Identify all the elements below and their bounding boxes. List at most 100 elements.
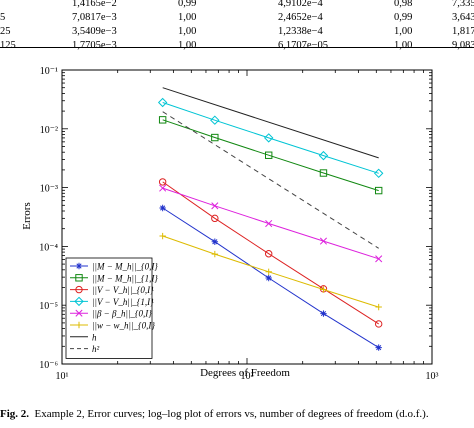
data-point xyxy=(159,232,166,240)
legend-marker xyxy=(74,296,84,307)
series-7 xyxy=(162,87,379,159)
data-point xyxy=(264,151,273,159)
table-cell: 1,8175 xyxy=(452,26,474,37)
legend-entry: ||V − V_h||_{1,I} xyxy=(92,297,154,307)
table-cell: 1,4165e−2 xyxy=(72,0,117,9)
series-1 xyxy=(159,204,382,351)
x-tick-label: 10³ xyxy=(426,371,439,382)
y-tick-label: 10⁻⁶ xyxy=(39,360,58,371)
data-point xyxy=(375,344,382,351)
data-point xyxy=(265,274,272,282)
data-point xyxy=(318,150,329,161)
table-cell: 4,9102e−4 xyxy=(278,0,323,9)
error-convergence-chart: 10¹ 10² 10³ 10⁻¹ 10⁻² 10⁻³ 10⁻⁴ 10⁻⁵ 10⁻⁶ ||M − … xyxy=(21,66,439,382)
series-5 xyxy=(159,184,383,263)
data-point xyxy=(375,255,383,263)
legend-marker xyxy=(75,262,83,270)
data-point xyxy=(211,250,219,258)
y-tick-label: 10⁻³ xyxy=(40,184,58,195)
legend-marker xyxy=(75,321,83,329)
table-cell: 1,00 xyxy=(178,12,197,23)
data-point xyxy=(320,310,327,317)
y-tick-label: 10⁻² xyxy=(40,125,58,136)
data-point xyxy=(158,116,167,124)
table-cell: 125 xyxy=(0,40,16,50)
x-tick-label: 10¹ xyxy=(56,371,69,382)
data-point xyxy=(319,237,328,245)
data-point xyxy=(211,238,219,245)
legend-marker xyxy=(75,285,83,294)
data-point xyxy=(374,186,383,195)
series-2 xyxy=(158,116,383,195)
table-cell: 25 xyxy=(0,26,11,37)
series-3 xyxy=(158,178,383,328)
legend-entry: ||β − β_h||_{0,I} xyxy=(92,309,152,319)
table-cell: 3,6437 xyxy=(452,12,474,23)
data-point xyxy=(264,250,273,258)
data-point xyxy=(159,204,166,212)
table-cell: 5 xyxy=(0,12,6,23)
data-point xyxy=(374,320,383,328)
series-line xyxy=(162,181,379,325)
table-cell: 1,00 xyxy=(178,26,197,37)
table-bottom-rule xyxy=(0,47,474,48)
series-line xyxy=(162,119,379,192)
table-row: 5 7,0817e−3 1,00 2,4652e−4 0,99 3,6437 xyxy=(0,12,474,26)
table-cell: 1,2338e−4 xyxy=(278,26,323,37)
table-cell: 0,98 xyxy=(394,0,413,9)
table-cell: 9,0830 xyxy=(452,40,474,50)
series-8 xyxy=(162,111,379,249)
series-line xyxy=(162,87,379,159)
table-cell: 0,99 xyxy=(394,12,413,23)
data-point xyxy=(320,286,327,293)
series-line xyxy=(162,111,379,249)
table-cell: 1,00 xyxy=(394,26,413,37)
legend-entry: ||M − M_h||_{0,I} xyxy=(92,262,158,272)
figure-caption: Fig. 2. Example 2, Error curves; log–log… xyxy=(0,408,474,420)
table-row: 25 3,5409e−3 1,00 1,2338e−4 1,00 1,8175 xyxy=(0,26,474,40)
x-axis-label: Degrees of Freedom xyxy=(200,367,290,379)
y-tick-label: 10⁻¹ xyxy=(40,66,58,77)
data-point xyxy=(157,97,168,108)
table-cell: 1,00 xyxy=(394,40,413,50)
data-point xyxy=(265,268,272,275)
legend-marker xyxy=(75,274,83,282)
table-row: 1,4165e−2 0,99 4,9102e−4 0,98 7,3356 xyxy=(0,0,474,12)
legend-entry: ||V − V_h||_{0,I} xyxy=(92,285,154,295)
table-cell: 1,00 xyxy=(178,40,197,50)
x-tick-label: 10² xyxy=(241,371,254,382)
data-point xyxy=(263,133,274,143)
table-row: 125 1,7705e−3 1,00 6,1707e−05 1,00 9,0830 xyxy=(0,40,474,50)
legend-entry: ||w − w_h||_{0,I} xyxy=(92,321,155,331)
table-cell: 2,4652e−4 xyxy=(278,12,323,23)
table-cell: 6,1707e−05 xyxy=(278,40,328,50)
table-cell: 0,99 xyxy=(178,0,197,9)
data-point xyxy=(319,169,328,177)
y-tick-label: 10⁻⁴ xyxy=(39,242,58,253)
data-point xyxy=(210,115,220,125)
data-point xyxy=(375,303,382,311)
data-point xyxy=(159,184,167,192)
figure-caption-label: Fig. 2. xyxy=(0,408,30,420)
series-line xyxy=(162,102,379,174)
figure-caption-text: Example 2, Error curves; log–log plot of… xyxy=(34,408,429,420)
data-point xyxy=(211,214,219,223)
legend-marker xyxy=(75,309,83,317)
legend-entry: h² xyxy=(92,344,100,354)
data-point xyxy=(265,219,273,228)
data-point xyxy=(211,202,219,210)
table-cell: 7,0817e−3 xyxy=(72,12,117,23)
table-cell: 7,3356 xyxy=(452,0,474,9)
data-point xyxy=(158,178,167,186)
y-axis-label: Errors xyxy=(21,202,33,230)
legend-entry: ||M − M_h||_{1,I} xyxy=(92,273,158,283)
legend-entry: h xyxy=(92,332,97,342)
series-line xyxy=(162,187,379,260)
series-4 xyxy=(157,97,384,179)
table-cell: 3,5409e−3 xyxy=(72,26,117,37)
results-table-fragment: 1,4165e−2 0,99 4,9102e−4 0,98 7,3356 5 7,0817e… xyxy=(0,0,474,50)
data-point xyxy=(373,168,384,179)
y-tick-label: 10⁻⁵ xyxy=(39,301,58,312)
data-point xyxy=(211,133,219,142)
table-cell: 1,7705e−3 xyxy=(72,40,117,50)
